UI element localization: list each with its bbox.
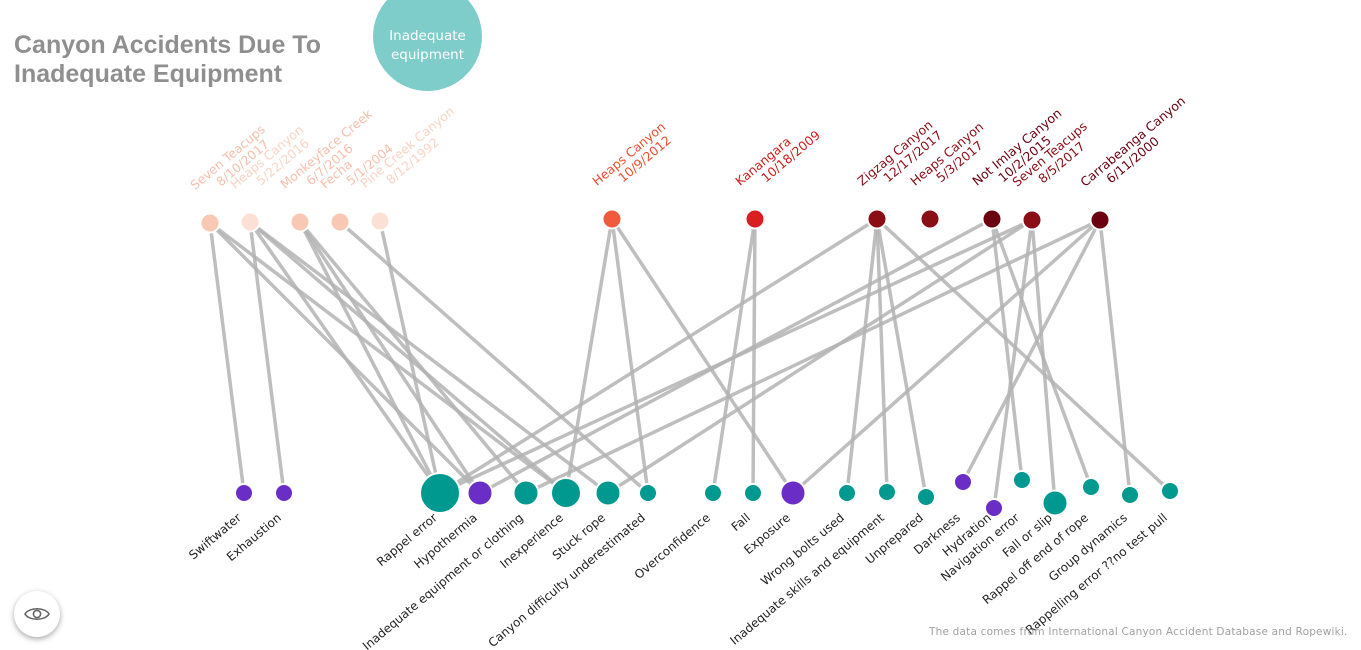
cause-node-c11[interactable] <box>779 479 807 507</box>
cause-node-c15[interactable] <box>953 472 973 492</box>
accident-node-a5[interactable] <box>369 210 391 232</box>
link-a11-c7 <box>607 218 1033 495</box>
cause-node-c18[interactable] <box>1041 489 1069 517</box>
links-layer <box>208 217 1172 509</box>
link-a10-c17 <box>990 218 1024 481</box>
category-bubble-label: Inadequate equipment <box>389 27 466 63</box>
accident-node-a2[interactable] <box>239 211 261 233</box>
category-bubble[interactable]: Inadequate equipment <box>373 0 482 91</box>
link-a3-c3 <box>298 221 442 494</box>
eye-icon <box>24 607 50 621</box>
link-a6-c6 <box>564 218 614 494</box>
cause-node-c17[interactable] <box>1012 470 1032 490</box>
cause-label: Inadequate skills and equipment <box>727 510 887 647</box>
link-a3-c5 <box>298 220 528 495</box>
page-title: Canyon Accidents Due To Inadequate Equip… <box>14 31 321 88</box>
cause-node-c4[interactable] <box>466 479 494 507</box>
accident-node-a4[interactable] <box>329 211 351 233</box>
link-a6-c11 <box>610 218 795 494</box>
link-a2-c3 <box>248 220 442 495</box>
cause-node-c12[interactable] <box>837 483 857 503</box>
cause-node-c13[interactable] <box>877 482 897 502</box>
cause-node-c1[interactable] <box>234 483 254 503</box>
accident-node-a3[interactable] <box>289 211 311 233</box>
accident-name: Carrabeanga Canyon <box>1077 93 1188 189</box>
cause-node-c2[interactable] <box>274 483 294 503</box>
link-a8-c21 <box>875 217 1172 493</box>
accident-node-a9[interactable] <box>919 208 941 230</box>
link-a8-c14 <box>875 218 928 498</box>
accident-node-a11[interactable] <box>1021 209 1043 231</box>
link-a2-c6 <box>248 220 568 495</box>
link-a12-c20 <box>1098 219 1132 496</box>
source-note: The data comes from International Canyon… <box>929 626 1348 638</box>
link-a11-c16 <box>992 219 1034 509</box>
accident-node-a6[interactable] <box>601 208 623 230</box>
accident-node-a1[interactable] <box>199 212 221 234</box>
cause-node-c7[interactable] <box>594 479 622 507</box>
link-a11-c3 <box>439 218 1033 495</box>
link-a11-c18 <box>1030 219 1057 504</box>
link-a1-c6 <box>208 221 568 495</box>
link-a12-c5 <box>525 218 1101 495</box>
link-a1-c1 <box>208 222 246 494</box>
link-a2-c7 <box>248 220 610 495</box>
link-a8-c3 <box>439 217 878 495</box>
link-a12-c11 <box>791 218 1102 495</box>
cause-label: Fall <box>729 511 753 534</box>
link-a2-c2 <box>248 221 286 494</box>
cause-node-c10[interactable] <box>743 483 763 503</box>
accident-node-a10[interactable] <box>981 208 1003 230</box>
visibility-toggle-button[interactable] <box>14 591 60 637</box>
link-a8-c13 <box>875 218 889 493</box>
cause-node-c9[interactable] <box>703 483 723 503</box>
cause-node-c14[interactable] <box>916 487 936 507</box>
link-a8-c12 <box>845 218 879 494</box>
link-a5-c3 <box>378 220 442 494</box>
cause-node-c5[interactable] <box>512 479 540 507</box>
cause-node-c16[interactable] <box>984 498 1004 518</box>
link-a6-c8 <box>610 218 650 494</box>
cause-node-c19[interactable] <box>1081 477 1101 497</box>
accident-node-a12[interactable] <box>1089 209 1111 231</box>
link-a12-c15 <box>961 219 1102 483</box>
cause-node-c6[interactable] <box>550 477 582 509</box>
accident-node-a8[interactable] <box>866 208 888 230</box>
link-a7-c10 <box>751 218 757 494</box>
link-a3-c4 <box>298 221 482 494</box>
accident-node-a7[interactable] <box>744 208 766 230</box>
cause-node-c8[interactable] <box>638 483 658 503</box>
cause-node-c20[interactable] <box>1120 485 1140 505</box>
cause-node-c21[interactable] <box>1160 481 1180 501</box>
cause-node-c3[interactable] <box>419 472 461 514</box>
